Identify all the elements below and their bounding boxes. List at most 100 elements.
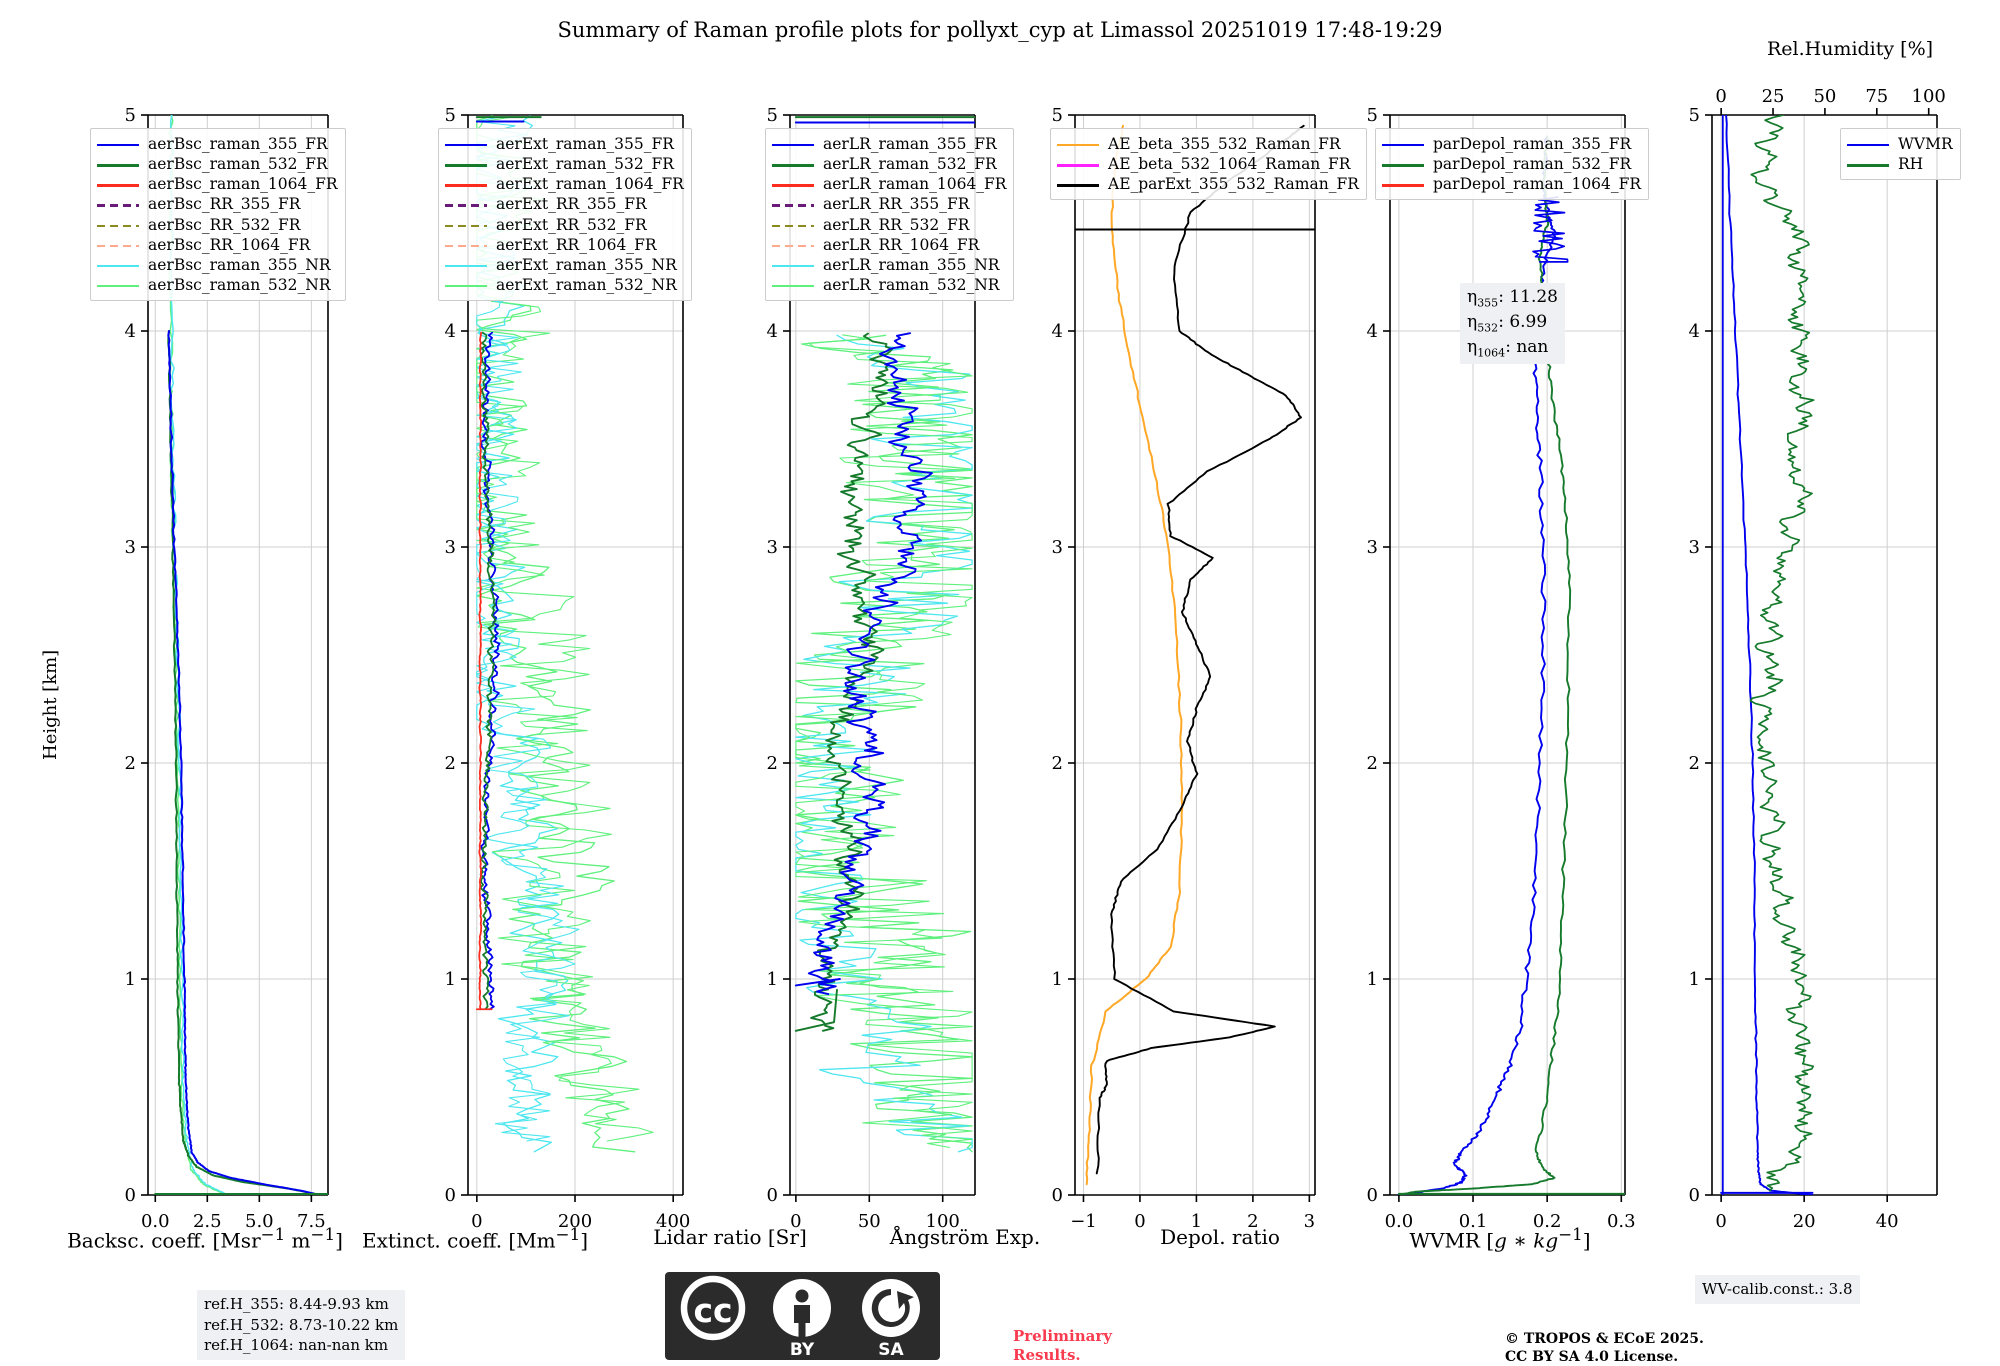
legend-item[interactable]: aerExt_RR_1064_FR bbox=[445, 235, 684, 255]
legend-item[interactable]: parDepol_raman_532_FR bbox=[1382, 154, 1641, 174]
legend-item[interactable]: aerBsc_raman_532_NR bbox=[97, 275, 338, 295]
legend-label: aerExt_RR_1064_FR bbox=[496, 235, 657, 254]
legend-label: parDepol_raman_1064_FR bbox=[1433, 175, 1642, 194]
legend-item[interactable]: aerExt_RR_532_FR bbox=[445, 215, 684, 235]
svg-text:cc: cc bbox=[693, 1291, 732, 1330]
legend-item[interactable]: AE_parExt_355_532_Raman_FR bbox=[1057, 174, 1359, 194]
legend-item[interactable]: aerLR_RR_355_FR bbox=[772, 194, 1006, 214]
legend-label: aerBsc_raman_532_FR bbox=[148, 155, 328, 174]
legend-item[interactable]: aerLR_raman_1064_FR bbox=[772, 174, 1006, 194]
legend-item[interactable]: aerExt_raman_532_NR bbox=[445, 275, 684, 295]
y-tick-label: 3 bbox=[1689, 537, 1700, 558]
legend-item[interactable]: aerBsc_raman_1064_FR bbox=[97, 174, 338, 194]
legend-item[interactable]: aerExt_raman_532_FR bbox=[445, 154, 684, 174]
legend-item[interactable]: aerLR_RR_1064_FR bbox=[772, 235, 1006, 255]
legend-label: aerBsc_RR_355_FR bbox=[148, 195, 301, 214]
y-tick-label: 4 bbox=[445, 321, 456, 342]
legend-label: AE_beta_532_1064_Raman_FR bbox=[1108, 155, 1351, 174]
legend-swatch bbox=[97, 255, 148, 275]
series-line bbox=[794, 978, 841, 987]
wv-calibration-box: WV-calib.const.: 3.8 bbox=[1695, 1275, 1860, 1304]
y-tick-label: 0 bbox=[445, 1185, 456, 1206]
legend-item[interactable]: aerExt_raman_355_NR bbox=[445, 255, 684, 275]
legend-angstrom[interactable]: AE_beta_355_532_Raman_FR AE_beta_532_1064… bbox=[1050, 128, 1367, 201]
y-tick-label: 1 bbox=[1052, 969, 1063, 990]
x-tick-label: 0 bbox=[1715, 1211, 1726, 1232]
legend-item[interactable]: aerBsc_raman_355_NR bbox=[97, 255, 338, 275]
x-tick-label: 0.0 bbox=[141, 1211, 170, 1232]
legend-label: aerBsc_RR_1064_FR bbox=[148, 235, 311, 254]
legend-label: aerBsc_RR_532_FR bbox=[148, 215, 301, 234]
legend-depolarization[interactable]: parDepol_raman_355_FR parDepol_raman_532_… bbox=[1375, 128, 1650, 201]
legend-item[interactable]: aerLR_raman_355_FR bbox=[772, 134, 1006, 154]
legend-item[interactable]: aerLR_RR_532_FR bbox=[772, 215, 1006, 235]
legend-item[interactable]: aerLR_raman_355_NR bbox=[772, 255, 1006, 275]
legend-label: aerExt_raman_532_FR bbox=[496, 155, 674, 174]
legend-item[interactable]: aerBsc_raman_532_FR bbox=[97, 154, 338, 174]
top-x-tick-label: 100 bbox=[1912, 86, 1946, 107]
legend-swatch bbox=[1382, 174, 1433, 194]
x-tick-label: 0.0 bbox=[1385, 1211, 1414, 1232]
y-tick-label: 0 bbox=[1367, 1185, 1378, 1206]
legend-wvmr-rh[interactable]: WVMR RH bbox=[1840, 128, 1961, 181]
y-tick-label: 4 bbox=[1367, 321, 1378, 342]
legend-item[interactable]: parDepol_raman_355_FR bbox=[1382, 134, 1641, 154]
legend-swatch bbox=[772, 215, 823, 235]
legend-item[interactable]: WVMR bbox=[1847, 134, 1953, 154]
legend-item[interactable]: parDepol_raman_1064_FR bbox=[1382, 174, 1641, 194]
legend-label: aerExt_RR_532_FR bbox=[496, 215, 647, 234]
legend-item[interactable]: aerLR_raman_532_FR bbox=[772, 154, 1006, 174]
legend-backscatter[interactable]: aerBsc_raman_355_FR aerBsc_raman_532_FR ae… bbox=[90, 128, 346, 302]
y-tick-label: 5 bbox=[767, 105, 778, 126]
series-line bbox=[1749, 115, 1815, 1192]
eta-532-row: η532: 6.99 bbox=[1467, 311, 1548, 335]
legend-item[interactable]: aerExt_RR_355_FR bbox=[445, 194, 684, 214]
x-axis-label-backscatter: Backsc. coeff. [Msr−1 m−1] bbox=[67, 1225, 343, 1253]
series-line bbox=[478, 331, 483, 1011]
x-tick-label: 2 bbox=[1247, 1211, 1258, 1232]
eta-1064-value: nan bbox=[1516, 336, 1549, 357]
legend-item[interactable]: aerExt_raman_355_FR bbox=[445, 134, 684, 154]
legend-label: aerLR_raman_1064_FR bbox=[823, 175, 1007, 194]
y-tick-label: 0 bbox=[1689, 1185, 1700, 1206]
y-tick-label: 5 bbox=[1367, 105, 1378, 126]
legend-item[interactable]: aerExt_raman_1064_FR bbox=[445, 174, 684, 194]
legend-label: aerLR_RR_1064_FR bbox=[823, 235, 980, 254]
legend-item[interactable]: aerBsc_RR_532_FR bbox=[97, 215, 338, 235]
x-axis-label-wvmr: WVMR [g ∗ kg−1] bbox=[1409, 1225, 1591, 1253]
legend-swatch bbox=[772, 134, 823, 154]
legend-label: aerExt_raman_1064_FR bbox=[496, 175, 684, 194]
legend-extinction[interactable]: aerExt_raman_355_FR aerExt_raman_532_FR ae… bbox=[438, 128, 692, 302]
legend-swatch bbox=[772, 154, 823, 174]
legend-item[interactable]: aerBsc_RR_1064_FR bbox=[97, 235, 338, 255]
y-tick-label: 1 bbox=[1367, 969, 1378, 990]
series-line bbox=[1397, 135, 1557, 1195]
legend-label: parDepol_raman_355_FR bbox=[1433, 135, 1632, 153]
y-tick-label: 5 bbox=[1052, 105, 1063, 126]
legend-label: aerBsc_raman_532_NR bbox=[148, 275, 331, 294]
legend-item[interactable]: aerBsc_raman_355_FR bbox=[97, 134, 338, 154]
y-tick-label: 5 bbox=[445, 105, 456, 126]
eta-355-value: 11.28 bbox=[1509, 287, 1558, 307]
legend-item[interactable]: aerLR_raman_532_NR bbox=[772, 275, 1006, 295]
y-tick-label: 0 bbox=[1052, 1185, 1063, 1206]
legend-label: AE_beta_355_532_Raman_FR bbox=[1108, 135, 1341, 153]
preliminary-results-note: Preliminary Results. bbox=[1013, 1327, 1112, 1364]
legend-swatch bbox=[1847, 134, 1898, 154]
legend-label: aerLR_RR_355_FR bbox=[823, 195, 970, 214]
eta-532-symbol: η bbox=[1467, 311, 1478, 332]
legend-item[interactable]: RH bbox=[1847, 154, 1953, 174]
cc-sa-icon: SA bbox=[862, 1279, 920, 1360]
legend-swatch bbox=[1382, 134, 1433, 154]
legend-item[interactable]: aerBsc_RR_355_FR bbox=[97, 194, 338, 214]
y-tick-label: 3 bbox=[125, 537, 136, 558]
series-line bbox=[167, 330, 322, 1195]
legend-lidar-ratio[interactable]: aerLR_raman_355_FR aerLR_raman_532_FR aerL… bbox=[765, 128, 1015, 302]
x-tick-label: 7.5 bbox=[297, 1211, 326, 1232]
legend-item[interactable]: AE_beta_355_532_Raman_FR bbox=[1057, 134, 1359, 154]
x-tick-label: −1 bbox=[1070, 1211, 1097, 1232]
legend-swatch bbox=[772, 174, 823, 194]
x-tick-label: 0 bbox=[790, 1211, 801, 1232]
legend-item[interactable]: AE_beta_532_1064_Raman_FR bbox=[1057, 154, 1359, 174]
